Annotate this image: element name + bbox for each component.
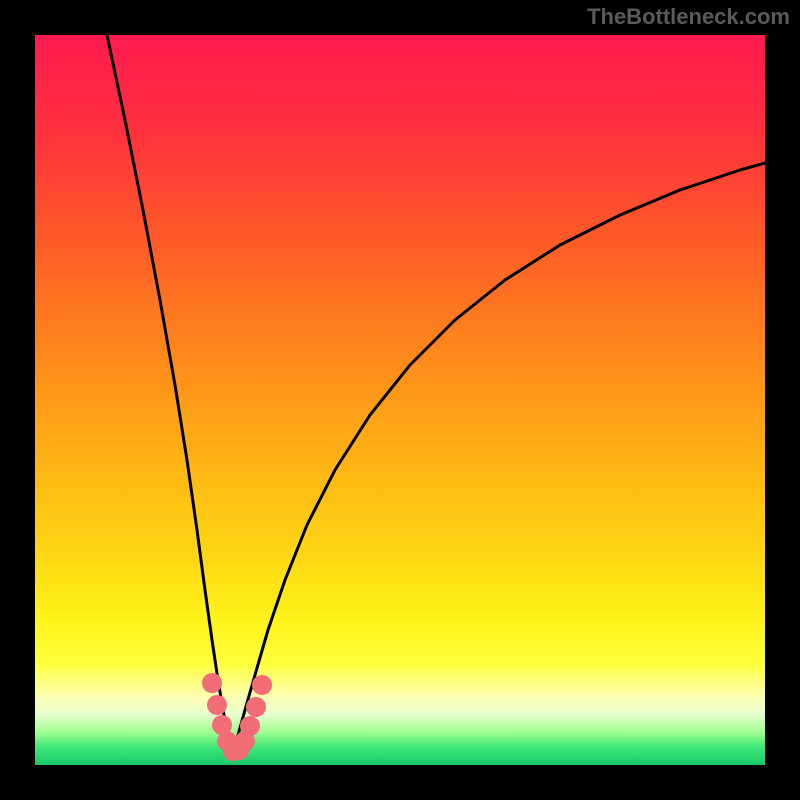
highlight-dot (240, 716, 260, 736)
highlight-dot (252, 675, 272, 695)
highlight-dot (246, 697, 266, 717)
chart-container: TheBottleneck.com (0, 0, 800, 800)
highlight-dot (207, 695, 227, 715)
gradient-background (35, 35, 765, 765)
highlight-dot (202, 673, 222, 693)
watermark-text: TheBottleneck.com (587, 4, 790, 30)
bottleneck-chart-svg (0, 0, 800, 800)
